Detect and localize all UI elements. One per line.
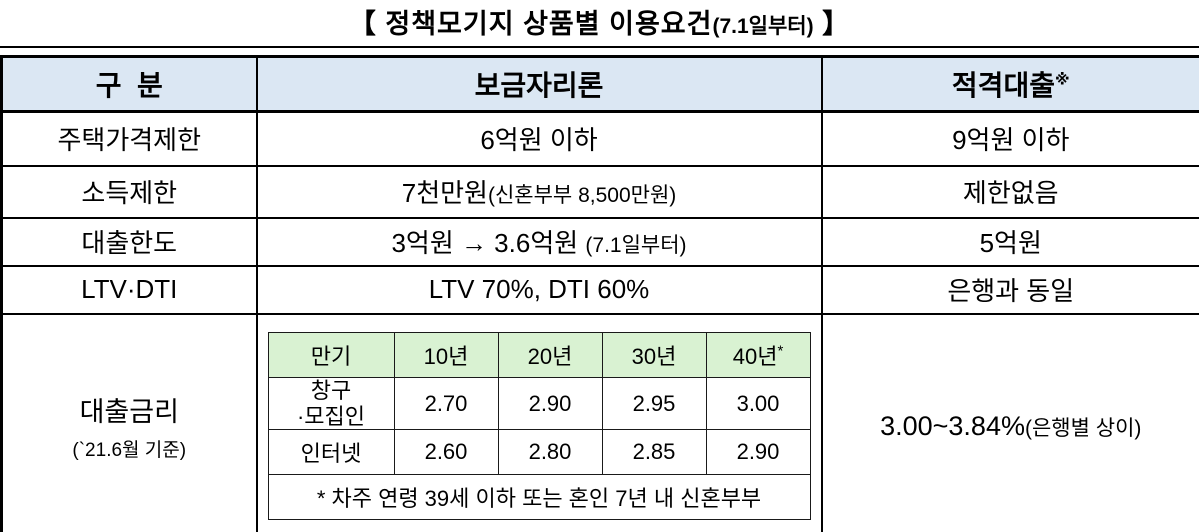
row-label-loan-limit: 대출한도 — [0, 216, 258, 267]
title-paren: (7.1일부터) — [712, 15, 814, 38]
cell-house-price-bogeumjari: 6억원 이하 — [255, 110, 823, 167]
value-sub: (신혼부부 8,500만원) — [487, 184, 677, 207]
rate-internet-10y: 2.60 — [393, 429, 499, 476]
interest-rate-basis-note: (`21.6월 기준) — [72, 440, 187, 462]
row-label-house-price: 주택가격제한 — [0, 110, 258, 167]
title-suffix: 】 — [813, 9, 851, 39]
table-row-ltv-dti: LTV·DTI LTV 70%, DTI 60% 은행과 동일 — [0, 264, 1199, 315]
value-main: LTV 70%, DTI 60% — [428, 274, 650, 304]
header-qualified-label: 적격대출 — [951, 70, 1055, 101]
cell-house-price-qualified: 9억원 이하 — [820, 110, 1199, 167]
rate-row-branch-label: 창구 ·모집인 — [267, 377, 395, 431]
table-header-row: 구 분 보금자리론 적격대출※ — [0, 55, 1199, 113]
rate-footnote-row: * 차주 연령 39세 이하 또는 혼인 7년 내 신혼부부 — [267, 474, 811, 521]
rate-internet-30y: 2.85 — [601, 429, 707, 476]
value-main: 7천만원 — [401, 178, 488, 208]
rate-40y-footnote-mark: * — [777, 343, 784, 361]
cell-income-qualified: 제한없음 — [820, 164, 1199, 219]
rate-header-20y: 20년 — [497, 332, 603, 379]
value-main: 3억원 → 3.6억원 — [391, 228, 586, 258]
rate-header-maturity: 만기 — [267, 332, 395, 379]
rate-branch-40y: 3.00 — [705, 377, 811, 431]
qualified-rate-range: 3.00~3.84% — [880, 410, 1025, 441]
table-row-house-price: 주택가격제한 6억원 이하 9억원 이하 — [0, 110, 1199, 167]
table-row-income-limit: 소득제한 7천만원(신혼부부 8,500만원) 제한없음 — [0, 164, 1199, 219]
row-label-income-limit: 소득제한 — [0, 164, 258, 219]
header-bogeumjari: 보금자리론 — [255, 55, 823, 113]
cell-loan-limit-qualified: 5억원 — [820, 216, 1199, 267]
page-title: 【 정책모기지 상품별 이용요건(7.1일부터) 】 — [0, 0, 1199, 48]
cell-rate-bogeumjari: 만기 10년 20년 30년 40년* 창구 ·모집인 2.70 2.90 2.… — [255, 312, 823, 532]
rate-detail-table: 만기 10년 20년 30년 40년* 창구 ·모집인 2.70 2.90 2.… — [267, 332, 811, 521]
qualified-footnote-mark: ※ — [1054, 71, 1070, 89]
cell-rate-qualified: 3.00~3.84%(은행별 상이) — [820, 312, 1199, 532]
rate-internet-40y: 2.90 — [705, 429, 811, 476]
table-row-loan-limit: 대출한도 3억원 → 3.6억원 (7.1일부터) 5억원 — [0, 216, 1199, 267]
cell-ltv-dti-qualified: 은행과 동일 — [820, 264, 1199, 315]
interest-rate-label: 대출금리 — [79, 397, 179, 428]
rate-table-header-row: 만기 10년 20년 30년 40년* — [267, 332, 811, 379]
rate-branch-20y: 2.90 — [497, 377, 603, 431]
rate-branch-30y: 2.95 — [601, 377, 707, 431]
rate-header-40y-label: 40년 — [732, 344, 778, 370]
cell-loan-limit-bogeumjari: 3억원 → 3.6억원 (7.1일부터) — [255, 216, 823, 267]
title-prefix: 【 정책모기지 상품별 이용요건 — [348, 9, 713, 39]
header-category-label: 구 분 — [95, 70, 163, 101]
row-label-ltv-dti: LTV·DTI — [0, 264, 258, 315]
header-bogeumjari-label: 보금자리론 — [474, 70, 604, 101]
table-row-interest-rate: 대출금리 (`21.6월 기준) 만기 10년 20년 — [0, 312, 1199, 532]
rate-row-internet: 인터넷 2.60 2.80 2.85 2.90 — [267, 429, 811, 476]
rate-footnote: * 차주 연령 39세 이하 또는 혼인 7년 내 신혼부부 — [267, 474, 811, 521]
rate-header-30y: 30년 — [601, 332, 707, 379]
header-qualified: 적격대출※ — [820, 55, 1199, 113]
rate-header-40y: 40년* — [705, 332, 811, 379]
rate-header-10y: 10년 — [393, 332, 499, 379]
rate-branch-10y: 2.70 — [393, 377, 499, 431]
value-sub: (7.1일부터) — [585, 234, 687, 257]
rate-row-branch: 창구 ·모집인 2.70 2.90 2.95 3.00 — [267, 377, 811, 431]
cell-income-bogeumjari: 7천만원(신혼부부 8,500만원) — [255, 164, 823, 219]
cell-ltv-dti-bogeumjari: LTV 70%, DTI 60% — [255, 264, 823, 315]
row-label-interest-rate: 대출금리 (`21.6월 기준) — [0, 312, 258, 532]
value-main: 6억원 이하 — [480, 125, 598, 156]
rate-row-internet-label: 인터넷 — [267, 429, 395, 476]
rate-internet-20y: 2.80 — [497, 429, 603, 476]
qualified-rate-note: (은행별 상이) — [1024, 416, 1142, 440]
header-category: 구 분 — [0, 55, 258, 113]
policy-mortgage-table: 구 분 보금자리론 적격대출※ 주택가격제한 6억원 이하 9억원 이하 소득제… — [0, 55, 1199, 532]
